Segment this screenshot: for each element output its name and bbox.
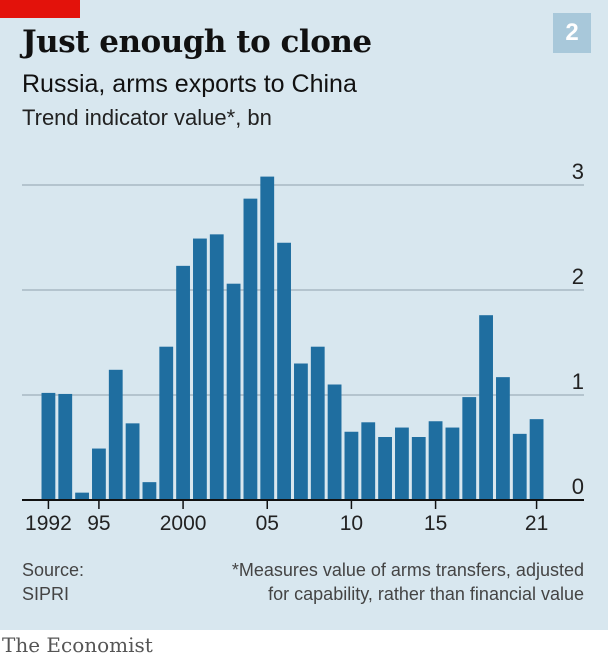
bar-2004 (243, 198, 258, 500)
bar-2013 (395, 427, 409, 500)
bar-1996 (108, 369, 123, 500)
y-tick-label: 0 (572, 474, 584, 499)
chart-title: Just enough to clone (22, 24, 372, 60)
bar-2015 (428, 421, 443, 500)
x-axis (22, 499, 584, 509)
footnote-line-2: for capability, rather than financial va… (268, 584, 584, 604)
x-tick-label: 10 (340, 512, 363, 535)
x-tick-label: 21 (525, 512, 548, 535)
bar-2009 (327, 384, 342, 500)
bar-2018 (479, 315, 493, 500)
x-tick-labels: 1992 95 2000 05 10 15 21 (25, 512, 548, 535)
bar-2008 (310, 346, 325, 500)
bar-2019 (496, 377, 510, 500)
chart-units: Trend indicator value*, bn (22, 105, 272, 130)
bar-1998 (142, 482, 157, 500)
x-tick-label: 95 (87, 512, 110, 535)
bar-1992 (41, 392, 56, 500)
bar-2007 (294, 363, 308, 500)
bar-1997 (125, 423, 140, 500)
bar-2001 (193, 238, 207, 501)
bar-2012 (378, 437, 392, 500)
bar-2000 (176, 265, 190, 500)
y-tick-label: 3 (572, 159, 584, 184)
chart-panel: 2 Just enough to clone Russia, arms expo… (0, 0, 608, 630)
y-tick-labels: 0 1 2 3 (572, 159, 584, 499)
bar-2003 (226, 283, 241, 500)
y-tick-label: 1 (572, 369, 584, 394)
bars (41, 176, 544, 501)
chart-subtitle: Russia, arms exports to China (22, 70, 357, 98)
x-tick-label: 1992 (25, 512, 72, 535)
bar-1994 (75, 492, 89, 500)
bar-2014 (411, 437, 426, 500)
bar-2016 (445, 427, 460, 500)
bar-2006 (277, 242, 291, 500)
bar-2020 (512, 433, 527, 500)
brand-red-tag (0, 0, 80, 18)
bar-2021 (529, 419, 544, 500)
source-label: Source: (22, 560, 85, 580)
footnote-line-1: *Measures value of arms transfers, adjus… (231, 560, 584, 580)
bar-1999 (159, 346, 174, 500)
y-tick-label: 2 (572, 264, 584, 289)
bar-2011 (361, 422, 376, 500)
x-tick-label: 05 (256, 512, 279, 535)
bar-2005 (260, 176, 275, 500)
source-name: SIPRI (22, 584, 70, 604)
chart-number-badge: 2 (553, 13, 591, 53)
bar-1995 (92, 448, 106, 500)
x-tick-label: 15 (424, 512, 447, 535)
bar-1993 (58, 393, 73, 500)
x-tick-label: 2000 (160, 512, 207, 535)
bar-2002 (209, 234, 224, 500)
publisher-brand: The Economist (2, 633, 153, 657)
bar-2010 (344, 431, 359, 500)
bar-2017 (462, 397, 477, 500)
bar-chart: 0 1 2 3 1992 95 2000 05 10 15 21 (22, 159, 584, 535)
